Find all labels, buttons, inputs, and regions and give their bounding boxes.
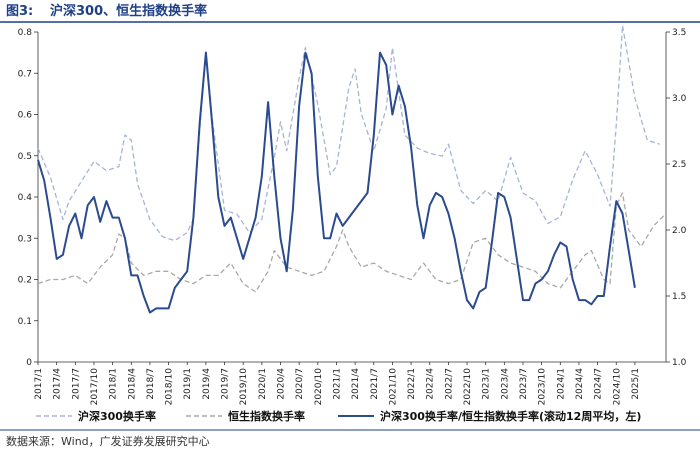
x-tick-label: 2021/7 xyxy=(370,368,380,400)
x-tick-label: 2018/4 xyxy=(127,368,137,400)
source-note: 数据来源：Wind，广发证券发展研究中心 xyxy=(6,434,210,448)
x-tick-label: 2023/4 xyxy=(500,368,510,400)
left-y-tick-label: 0.4 xyxy=(18,193,33,203)
left-y-tick-labels: 0 0.1 0.2 0.3 0.4 0.5 0.6 0.7 0.8 xyxy=(18,28,38,368)
x-tick-label: 2019/1 xyxy=(183,368,193,400)
right-y-tick-label: 3.0 xyxy=(672,94,687,104)
figure-label: 图3: xyxy=(6,4,33,19)
x-tick-label: 2017/10 xyxy=(90,368,100,406)
x-tick-label: 2024/7 xyxy=(594,368,604,400)
legend: 沪深300换手率 恒生指数换手率 沪深300换手率/恒生指数换手率(滚动12周平… xyxy=(36,409,641,423)
x-tick-label: 2021/10 xyxy=(388,368,398,406)
x-tick-label: 2017/4 xyxy=(53,368,63,400)
x-tick-label: 2025/1 xyxy=(631,368,641,400)
x-tick-label: 2018/7 xyxy=(146,368,156,400)
figure-title: 沪深300、恒生指数换手率 xyxy=(50,3,207,19)
legend-label-ratio: 沪深300换手率/恒生指数换手率(滚动12周平均，左) xyxy=(380,409,641,423)
right-y-tick-label: 1.0 xyxy=(672,358,687,368)
series-line-hs300-turnover xyxy=(37,24,660,242)
x-tick-label: 2017/7 xyxy=(71,368,81,400)
x-tick-label: 2020/10 xyxy=(314,368,324,406)
left-y-tick-label: 0.2 xyxy=(18,276,32,286)
left-y-tick-label: 0.1 xyxy=(18,317,32,327)
x-tick-label: 2020/1 xyxy=(258,368,268,400)
x-tick-label: 2021/1 xyxy=(332,368,342,400)
x-tick-label: 2024/4 xyxy=(575,368,585,400)
legend-label-hs300: 沪深300换手率 xyxy=(78,409,156,423)
x-tick-labels: 2017/1 2017/4 2017/7 2017/10 2018/1 2018/4 201… xyxy=(34,362,641,405)
x-tick-label: 2018/1 xyxy=(109,368,119,400)
x-tick-label: 2022/10 xyxy=(463,368,473,406)
legend-label-hsi: 恒生指数换手率 xyxy=(228,409,305,423)
x-tick-label: 2022/1 xyxy=(407,368,417,400)
left-y-tick-label: 0.3 xyxy=(18,234,32,244)
series-line-turnover-ratio xyxy=(37,51,636,314)
right-y-tick-label: 2.5 xyxy=(672,160,686,170)
right-y-tick-labels: 1.0 1.5 2.0 2.5 3.0 3.5 xyxy=(666,28,687,368)
x-tick-label: 2020/4 xyxy=(276,368,286,400)
left-y-tick-label: 0 xyxy=(26,358,32,368)
left-y-tick-label: 0.6 xyxy=(18,111,33,121)
x-tick-label: 2023/7 xyxy=(519,368,529,400)
left-y-tick-label: 0.8 xyxy=(18,28,33,38)
x-tick-label: 2020/7 xyxy=(295,368,305,400)
x-tick-label: 2023/10 xyxy=(538,368,548,406)
x-tick-label: 2024/10 xyxy=(612,368,622,406)
series-layer xyxy=(37,24,667,314)
x-tick-label: 2022/7 xyxy=(444,368,454,400)
left-y-tick-label: 0.5 xyxy=(18,152,32,162)
x-tick-label: 2019/7 xyxy=(221,368,231,400)
x-tick-label: 2023/1 xyxy=(482,368,492,400)
x-tick-label: 2017/1 xyxy=(34,368,44,400)
x-tick-label: 2024/1 xyxy=(556,368,566,400)
left-y-tick-label: 0.7 xyxy=(18,69,32,79)
x-tick-label: 2021/4 xyxy=(351,368,361,400)
right-y-tick-label: 3.5 xyxy=(672,28,686,38)
right-y-tick-label: 2.0 xyxy=(672,226,687,236)
x-tick-label: 2018/10 xyxy=(165,368,175,406)
x-tick-label: 2019/10 xyxy=(239,368,249,406)
x-tick-label: 2022/4 xyxy=(426,368,436,400)
right-y-tick-label: 1.5 xyxy=(672,292,686,302)
series-line-hsi-turnover xyxy=(37,192,667,293)
x-tick-label: 2019/4 xyxy=(202,368,212,400)
